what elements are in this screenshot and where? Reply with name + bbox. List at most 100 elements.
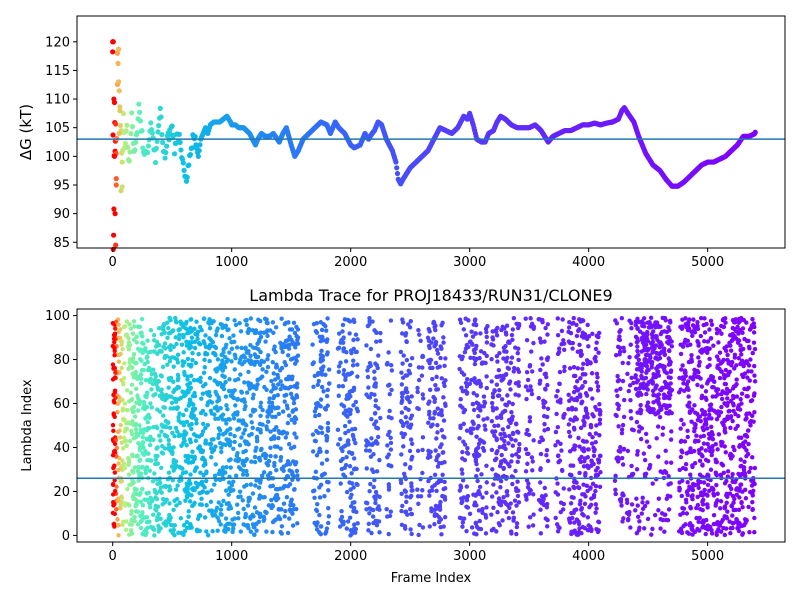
lambda-point xyxy=(643,336,649,341)
lambda-point xyxy=(123,333,129,338)
lambda-point xyxy=(465,445,470,451)
lambda-point xyxy=(238,529,244,534)
lambda-point xyxy=(649,362,655,367)
lambda-point xyxy=(435,406,440,411)
lambda-point xyxy=(212,473,218,478)
delta-g-point xyxy=(126,158,132,164)
lambda-point xyxy=(667,403,672,408)
lambda-point xyxy=(578,498,583,503)
lambda-point xyxy=(660,517,666,523)
lambda-point xyxy=(668,437,674,442)
lambda-point xyxy=(573,384,578,390)
lambda-point xyxy=(163,484,169,490)
lambda-point xyxy=(126,347,132,352)
lambda-point xyxy=(625,448,631,454)
lambda-point xyxy=(479,472,484,477)
lambda-point xyxy=(202,458,208,463)
lambda-point xyxy=(730,472,735,477)
lambda-point xyxy=(729,363,734,368)
lambda-point xyxy=(283,362,289,368)
lambda-point xyxy=(474,381,479,386)
lambda-point xyxy=(469,329,474,334)
lambda-point xyxy=(695,494,700,500)
lambda-point xyxy=(682,340,687,345)
lambda-point xyxy=(490,467,495,472)
lambda-point xyxy=(355,374,360,379)
lambda-point xyxy=(285,353,291,358)
lambda-point xyxy=(594,526,599,532)
lambda-point xyxy=(344,455,349,460)
delta-g-point xyxy=(184,174,190,180)
lambda-point xyxy=(434,488,439,494)
lambda-point xyxy=(695,320,700,325)
lambda-point xyxy=(202,341,207,346)
lambda-point xyxy=(399,491,404,496)
lambda-point xyxy=(442,479,447,485)
lambda-point xyxy=(499,397,505,402)
lambda-point xyxy=(401,421,406,427)
lambda-point xyxy=(581,464,587,469)
lambda-point xyxy=(113,370,118,375)
lambda-point xyxy=(138,331,143,336)
lambda-point xyxy=(493,472,499,477)
lambda-point xyxy=(660,425,666,431)
lambda-point xyxy=(198,470,203,475)
lambda-point xyxy=(128,528,134,533)
lambda-point xyxy=(581,361,586,367)
lambda-point xyxy=(435,422,440,428)
lambda-point xyxy=(184,339,189,344)
lambda-point xyxy=(593,440,598,445)
delta-g-point xyxy=(186,162,192,168)
lambda-point xyxy=(656,454,661,459)
lambda-point xyxy=(718,499,724,504)
lambda-point xyxy=(120,406,126,411)
lambda-point xyxy=(654,320,660,325)
lambda-point xyxy=(145,419,150,425)
lambda-point xyxy=(497,444,502,450)
lambda-point xyxy=(238,329,244,334)
lambda-point xyxy=(364,392,369,397)
lambda-point xyxy=(153,495,158,500)
lambda-point xyxy=(649,532,654,537)
lambda-point xyxy=(186,403,192,408)
lambda-point xyxy=(116,498,121,504)
lambda-point xyxy=(258,511,263,517)
lambda-point xyxy=(644,359,650,364)
lambda-point xyxy=(633,508,638,513)
lambda-point xyxy=(275,392,281,398)
lambda-point xyxy=(204,529,209,534)
lambda-point xyxy=(142,347,148,352)
lambda-point xyxy=(291,320,297,326)
lambda-point xyxy=(584,483,590,489)
lambda-point xyxy=(586,344,591,349)
lambda-point xyxy=(468,355,473,361)
lambda-point xyxy=(737,327,743,333)
lambda-point xyxy=(351,508,356,514)
lambda-point xyxy=(747,420,753,425)
lambda-point xyxy=(588,502,594,508)
lambda-point xyxy=(349,451,355,457)
lambda-point xyxy=(370,514,376,519)
lambda-point xyxy=(135,522,141,527)
lambda-point xyxy=(543,399,548,405)
lambda-point xyxy=(205,422,210,428)
lambda-point xyxy=(713,503,718,508)
delta-g-point xyxy=(197,142,203,148)
lambda-point xyxy=(165,362,170,367)
lambda-point xyxy=(267,396,272,401)
lambda-point xyxy=(198,379,203,384)
lambda-point xyxy=(352,426,358,432)
lambda-point xyxy=(496,374,501,379)
lambda-point xyxy=(199,432,205,437)
lambda-point xyxy=(498,431,503,437)
lambda-point xyxy=(571,495,576,500)
lambda-point xyxy=(288,502,293,508)
lambda-point xyxy=(255,427,261,432)
lambda-point xyxy=(282,514,287,519)
lambda-point xyxy=(185,331,190,336)
lambda-point xyxy=(189,328,194,334)
lambda-point xyxy=(110,362,116,367)
lambda-point xyxy=(265,333,270,339)
lambda-point xyxy=(295,381,300,386)
lambda-point xyxy=(399,522,405,527)
